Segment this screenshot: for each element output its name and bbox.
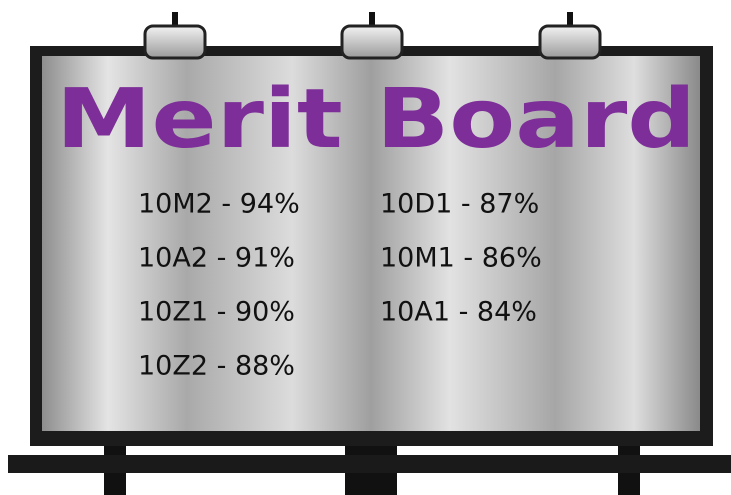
merit-entry: 10D1 - 87%: [380, 189, 539, 220]
ledge: [8, 455, 731, 473]
lamps: [143, 12, 602, 60]
merit-entry: 10M1 - 86%: [380, 243, 542, 274]
merit-entry: 10A2 - 91%: [138, 243, 295, 274]
merit-entry: 10A1 - 84%: [380, 297, 537, 328]
merit-entry: 10Z2 - 88%: [138, 351, 295, 382]
panel: [42, 56, 700, 431]
entries: 10M2 - 94% 10A2 - 91% 10Z1 - 90% 10Z2 - 88%…: [138, 189, 542, 382]
merit-entry: 10M2 - 94%: [138, 189, 300, 220]
merit-entry: 10Z1 - 90%: [138, 297, 295, 328]
board-title: Merit Board: [56, 72, 696, 167]
